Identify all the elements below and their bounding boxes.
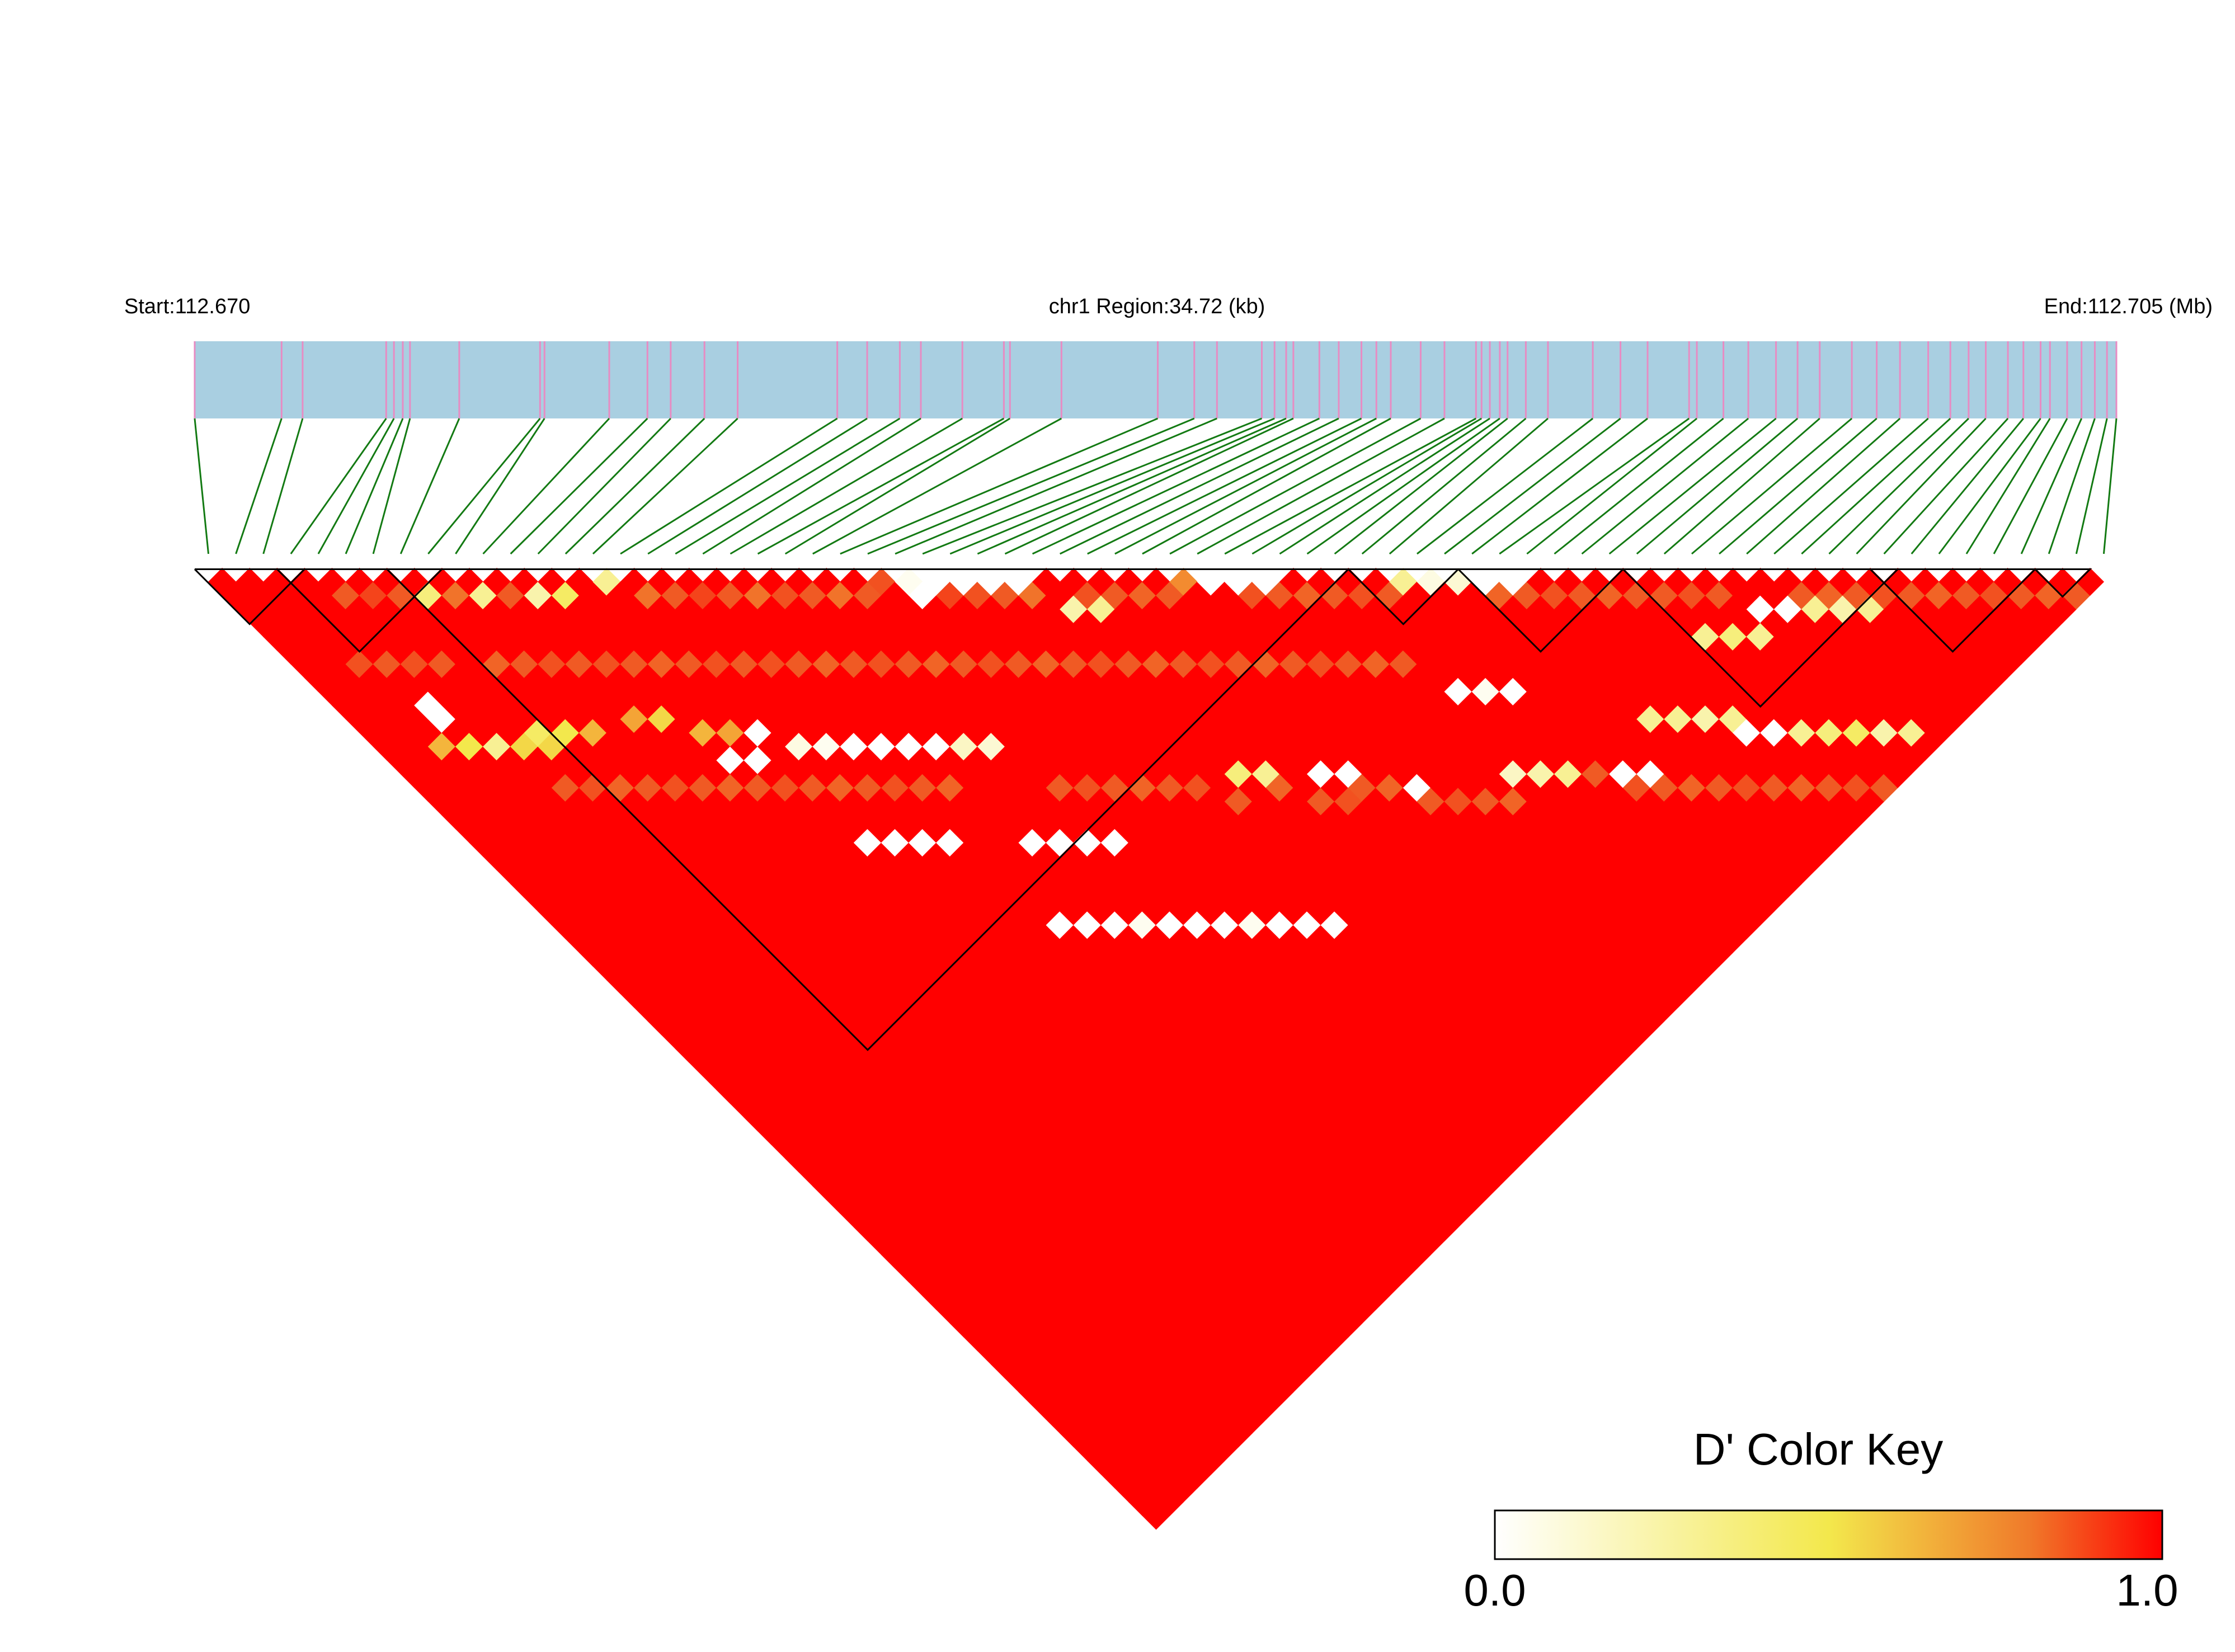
snp-connector bbox=[1828, 417, 1969, 555]
snp-connector bbox=[1142, 417, 1391, 555]
color-key-title: D' Color Key bbox=[1693, 1424, 1944, 1474]
snp-connector bbox=[1169, 417, 1422, 555]
snp-connector bbox=[235, 418, 283, 554]
color-key-max-label: 1.0 bbox=[2116, 1565, 2178, 1615]
snp-connector bbox=[1719, 417, 1878, 555]
haplotype-block bbox=[1457, 568, 1625, 653]
snp-connector bbox=[1389, 417, 1549, 555]
snp-connector bbox=[262, 418, 304, 554]
snp-connector bbox=[620, 417, 838, 555]
snp-connector bbox=[840, 417, 1159, 555]
snp-connector bbox=[1032, 417, 1320, 555]
snp-connector bbox=[2048, 418, 2096, 554]
chromosome-bar bbox=[195, 341, 2116, 418]
snp-connector bbox=[977, 417, 1287, 555]
snp-connector bbox=[1114, 417, 1377, 555]
snp-connector bbox=[592, 417, 738, 555]
snp-connector bbox=[1911, 418, 2024, 554]
snp-connector bbox=[510, 417, 648, 555]
snp-connector bbox=[1608, 417, 1777, 555]
snp-connector bbox=[895, 417, 1217, 555]
snp-connector bbox=[564, 417, 705, 555]
haplotype-block bbox=[194, 568, 307, 625]
snp-connector bbox=[757, 417, 1005, 555]
snp-connector bbox=[730, 417, 963, 555]
snp-connector bbox=[1856, 417, 1987, 555]
snp-connector bbox=[1279, 417, 1490, 555]
snp-connector bbox=[2020, 418, 2083, 554]
snp-connector bbox=[427, 418, 541, 554]
snp-connector bbox=[1801, 417, 1951, 555]
snp-connector bbox=[537, 417, 671, 555]
region-header: Start:112.670 chr1 Region:34.72 (kb) End… bbox=[124, 295, 2213, 318]
snp-connector bbox=[784, 417, 1011, 555]
haplotype-block bbox=[386, 568, 1351, 1051]
snp-connector bbox=[1361, 417, 1527, 555]
snp-connector bbox=[1087, 417, 1362, 555]
snp-connector bbox=[1499, 417, 1690, 555]
snp-connector bbox=[2075, 418, 2108, 554]
snp-connector bbox=[345, 418, 404, 554]
snp-connector bbox=[1773, 417, 1929, 555]
snp-connector bbox=[1306, 417, 1500, 555]
end-label: End:112.705 (Mb) bbox=[2044, 295, 2213, 318]
snp-connector bbox=[290, 418, 387, 554]
snp-connector bbox=[867, 417, 1195, 555]
snp-connector bbox=[1636, 417, 1799, 555]
snp-connector bbox=[1444, 417, 1621, 555]
snp-connector bbox=[1004, 417, 1294, 555]
snp-connector bbox=[455, 418, 545, 554]
snp-connector bbox=[702, 417, 921, 555]
snp-connector bbox=[675, 417, 901, 555]
snp-connector bbox=[1993, 418, 2068, 554]
snp-connector bbox=[949, 417, 1275, 555]
color-key: D' Color Key 0.0 1.0 bbox=[1464, 1424, 2178, 1615]
snp-connector bbox=[194, 418, 210, 554]
snp-connector bbox=[317, 418, 395, 554]
snp-connector bbox=[812, 417, 1062, 555]
snp-position-ticks bbox=[194, 341, 2118, 418]
snp-connector bbox=[1417, 417, 1593, 555]
snp-connector bbox=[1883, 417, 2009, 555]
snp-connector bbox=[922, 417, 1263, 555]
snp-connector bbox=[1663, 417, 1820, 555]
color-key-gradient bbox=[1494, 1509, 2163, 1560]
snp-connector bbox=[372, 418, 411, 554]
start-label: Start:112.670 bbox=[124, 295, 250, 318]
color-key-min-label: 0.0 bbox=[1464, 1565, 1526, 1615]
haplotype-block bbox=[1622, 568, 1900, 708]
snp-connector bbox=[482, 417, 610, 555]
snp-connector bbox=[647, 417, 868, 555]
snp-connector bbox=[1938, 418, 2041, 554]
haplotype-block bbox=[1870, 568, 2038, 653]
snp-connector bbox=[1554, 417, 1724, 555]
snp-connector bbox=[1471, 417, 1648, 555]
ld-matrix bbox=[208, 567, 2105, 1530]
haplotype-blocks bbox=[194, 568, 2092, 1051]
snp-connector bbox=[1526, 417, 1698, 555]
snp-connector bbox=[1746, 417, 1901, 555]
snp-connector-lines bbox=[194, 417, 2118, 555]
haplotype-block bbox=[2034, 568, 2092, 598]
snp-connector bbox=[2102, 418, 2118, 554]
haplotype-block bbox=[1348, 568, 1461, 625]
snp-connector bbox=[1965, 418, 2051, 554]
snp-connector bbox=[1197, 417, 1445, 555]
snp-connector bbox=[1334, 417, 1508, 555]
snp-connector bbox=[1691, 417, 1853, 555]
region-label: chr1 Region:34.72 (kb) bbox=[1049, 295, 1265, 318]
snp-connector bbox=[1251, 417, 1482, 555]
haplotype-block bbox=[276, 568, 444, 653]
snp-connector bbox=[1059, 417, 1339, 555]
snp-connector bbox=[1224, 417, 1477, 555]
snp-connector bbox=[399, 418, 460, 554]
snp-connector bbox=[1581, 417, 1749, 555]
